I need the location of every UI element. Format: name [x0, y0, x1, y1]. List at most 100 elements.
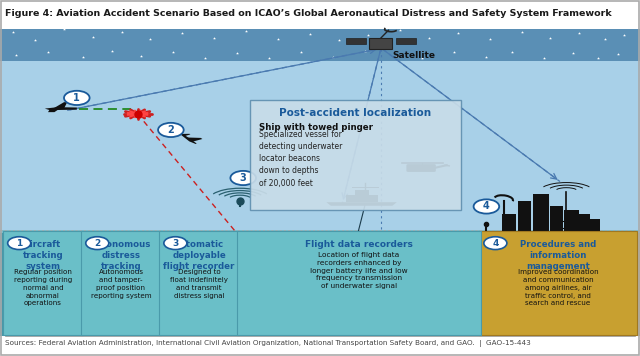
Point: [334, 37, 344, 42]
Point: [78, 54, 88, 60]
Text: 4: 4: [483, 201, 490, 211]
Text: 3: 3: [172, 239, 179, 248]
Circle shape: [164, 237, 187, 250]
Circle shape: [8, 237, 31, 250]
Point: [136, 53, 146, 59]
Point: [305, 32, 316, 37]
Point: [363, 33, 373, 38]
Text: Ship with towed pinger: Ship with towed pinger: [259, 123, 373, 132]
FancyBboxPatch shape: [479, 231, 637, 335]
Polygon shape: [187, 137, 202, 142]
Point: [481, 54, 492, 60]
Point: [88, 34, 98, 40]
Point: [8, 30, 18, 35]
FancyBboxPatch shape: [564, 210, 579, 233]
Point: [273, 36, 284, 41]
Text: Location of flight data
recorders enhanced by
longer battery life and low
freque: Location of flight data recorders enhanc…: [310, 252, 408, 289]
FancyBboxPatch shape: [0, 0, 640, 29]
FancyBboxPatch shape: [0, 29, 640, 61]
Point: [516, 30, 527, 35]
Point: [11, 52, 21, 58]
Point: [507, 49, 517, 55]
Point: [296, 49, 306, 55]
FancyBboxPatch shape: [396, 38, 416, 44]
Circle shape: [86, 237, 109, 250]
Text: 3: 3: [240, 173, 246, 183]
FancyBboxPatch shape: [0, 230, 640, 233]
Circle shape: [484, 237, 507, 250]
Point: [59, 26, 69, 32]
Text: Post-accident localization: Post-accident localization: [279, 108, 431, 118]
Text: Flight data recorders: Flight data recorders: [305, 240, 413, 248]
Point: [168, 49, 178, 55]
FancyBboxPatch shape: [590, 219, 600, 233]
Point: [209, 35, 220, 40]
FancyBboxPatch shape: [479, 233, 640, 336]
Polygon shape: [45, 107, 77, 112]
Point: [145, 36, 156, 41]
Point: [484, 36, 495, 41]
Point: [619, 33, 629, 38]
Text: Improved coordination
and communication
among airlines, air
traffic control, and: Improved coordination and communication …: [518, 269, 598, 307]
Text: 1: 1: [74, 93, 80, 103]
Circle shape: [230, 171, 256, 185]
Text: Specialized vessel for
detecting underwater
locator beacons
down to depths
of 20: Specialized vessel for detecting underwa…: [259, 130, 342, 188]
FancyBboxPatch shape: [406, 164, 436, 172]
Point: [30, 37, 40, 42]
FancyBboxPatch shape: [502, 214, 516, 233]
Circle shape: [64, 91, 90, 105]
Text: Figure 4: Aviation Accident Scenario Based on ICAO’s Global Aeronautical Distres: Figure 4: Aviation Accident Scenario Bas…: [5, 9, 612, 18]
FancyBboxPatch shape: [550, 206, 563, 233]
FancyBboxPatch shape: [81, 231, 161, 335]
Polygon shape: [328, 288, 356, 293]
Point: [545, 35, 556, 40]
FancyBboxPatch shape: [518, 201, 531, 233]
FancyBboxPatch shape: [0, 233, 479, 336]
Text: 1: 1: [16, 239, 22, 248]
Point: [395, 27, 405, 33]
FancyBboxPatch shape: [579, 214, 590, 233]
Text: Satellite: Satellite: [392, 51, 435, 60]
Text: 2: 2: [94, 239, 100, 248]
Polygon shape: [326, 202, 397, 206]
Circle shape: [158, 123, 184, 137]
Text: Aircraft
tracking
system: Aircraft tracking system: [22, 240, 63, 271]
Text: 4: 4: [492, 239, 499, 248]
FancyBboxPatch shape: [159, 231, 239, 335]
Point: [424, 35, 434, 40]
Polygon shape: [181, 134, 191, 136]
Point: [600, 36, 610, 41]
Point: [360, 48, 370, 54]
Point: [241, 28, 252, 34]
Point: [612, 51, 623, 57]
FancyBboxPatch shape: [237, 231, 481, 335]
FancyBboxPatch shape: [346, 195, 378, 202]
Polygon shape: [53, 102, 67, 109]
Polygon shape: [341, 284, 351, 290]
FancyBboxPatch shape: [532, 194, 549, 233]
Point: [593, 56, 604, 61]
Polygon shape: [180, 134, 196, 144]
Point: [264, 56, 274, 61]
Text: Autonomous
and tamper-
proof position
reporting system: Autonomous and tamper- proof position re…: [91, 269, 151, 299]
FancyBboxPatch shape: [250, 100, 461, 210]
FancyBboxPatch shape: [369, 38, 392, 49]
Point: [392, 53, 402, 59]
FancyBboxPatch shape: [0, 61, 640, 230]
Point: [417, 56, 428, 61]
Text: Sources: Federal Aviation Administration, International Civil Aviation Organizat: Sources: Federal Aviation Administration…: [5, 340, 531, 347]
Point: [449, 49, 460, 55]
Point: [539, 56, 549, 61]
Circle shape: [474, 199, 499, 214]
FancyBboxPatch shape: [346, 38, 366, 44]
Point: [452, 31, 463, 36]
Text: Procedures and
information
management: Procedures and information management: [520, 240, 596, 271]
Text: Designed to
float indefinitely
and transmit
distress signal: Designed to float indefinitely and trans…: [170, 269, 228, 299]
FancyBboxPatch shape: [3, 231, 83, 335]
Point: [574, 31, 584, 36]
Point: [177, 31, 188, 36]
Text: Autonomous
distress
tracking: Autonomous distress tracking: [90, 240, 152, 271]
Point: [568, 50, 578, 56]
Text: Regular position
reporting during
normal and
abnormal
operations: Regular position reporting during normal…: [13, 269, 72, 307]
Point: [328, 54, 338, 60]
